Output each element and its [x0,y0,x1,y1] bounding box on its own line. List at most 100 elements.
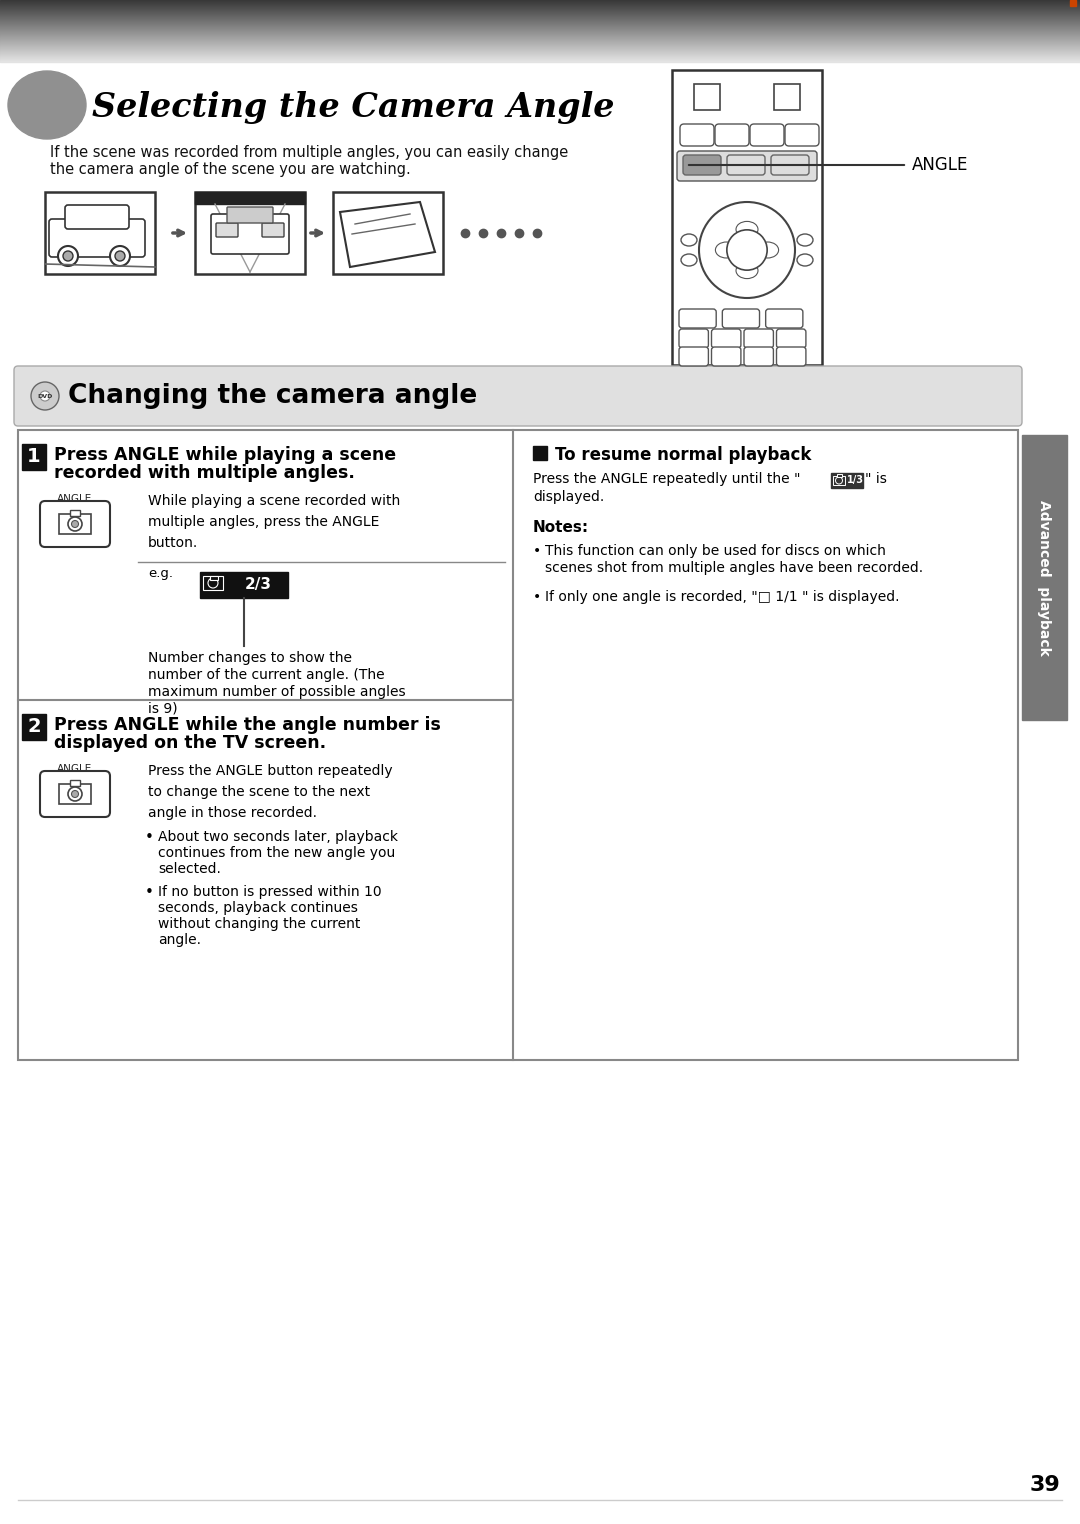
Text: Press ANGLE while playing a scene: Press ANGLE while playing a scene [54,447,396,463]
FancyBboxPatch shape [777,347,806,366]
FancyBboxPatch shape [65,206,129,229]
Circle shape [68,517,82,530]
Text: the camera angle of the scene you are watching.: the camera angle of the scene you are wa… [50,162,410,177]
FancyBboxPatch shape [679,329,708,347]
FancyBboxPatch shape [683,155,721,175]
FancyBboxPatch shape [679,309,716,328]
Ellipse shape [797,235,813,245]
FancyBboxPatch shape [777,329,806,347]
FancyBboxPatch shape [40,501,110,547]
Text: 39: 39 [1029,1475,1059,1495]
Circle shape [68,786,82,802]
Text: While playing a scene recorded with
multiple angles, press the ANGLE
button.: While playing a scene recorded with mult… [148,494,401,550]
FancyBboxPatch shape [715,123,750,146]
Text: 2: 2 [27,718,41,736]
Text: displayed on the TV screen.: displayed on the TV screen. [54,735,326,751]
Circle shape [31,383,59,410]
Text: Number changes to show the: Number changes to show the [148,651,352,664]
Circle shape [63,251,73,261]
FancyBboxPatch shape [40,771,110,817]
FancyBboxPatch shape [227,207,273,223]
Text: Press the ANGLE repeatedly until the ": Press the ANGLE repeatedly until the " [534,472,800,486]
FancyBboxPatch shape [750,123,784,146]
Text: To resume normal playback: To resume normal playback [555,447,811,463]
Text: displayed.: displayed. [534,491,604,504]
FancyBboxPatch shape [680,123,714,146]
Text: is 9): is 9) [148,703,177,716]
FancyBboxPatch shape [712,329,741,347]
Text: scenes shot from multiple angles have been recorded.: scenes shot from multiple angles have be… [545,561,923,575]
Text: Changing the camera angle: Changing the camera angle [68,383,477,408]
Text: continues from the new angle you: continues from the new angle you [158,846,395,860]
Ellipse shape [735,221,758,238]
Text: •: • [534,590,541,604]
Text: seconds, playback continues: seconds, playback continues [158,901,357,914]
Bar [59,783,91,805]
Text: angle.: angle. [158,933,201,946]
FancyBboxPatch shape [262,223,284,238]
Text: If the scene was recorded from multiple angles, you can easily change: If the scene was recorded from multiple … [50,145,568,160]
Text: Advanced  playback: Advanced playback [1037,500,1051,655]
Bar [70,511,80,517]
Text: ANGLE: ANGLE [57,494,93,504]
Bar [833,475,845,485]
FancyBboxPatch shape [766,309,802,328]
Bar [200,572,288,597]
Ellipse shape [735,262,758,279]
Text: Press ANGLE while the angle number is: Press ANGLE while the angle number is [54,716,441,735]
Text: number of the current angle. (The: number of the current angle. (The [148,668,384,683]
Bar [1022,434,1067,719]
Circle shape [110,245,130,267]
FancyBboxPatch shape [744,329,773,347]
FancyBboxPatch shape [45,192,156,274]
Text: " is: " is [865,472,887,486]
Bar [837,474,842,477]
Ellipse shape [797,255,813,267]
Bar [203,576,222,590]
Text: recorded with multiple angles.: recorded with multiple angles. [54,463,355,482]
Ellipse shape [681,255,697,267]
FancyBboxPatch shape [333,192,443,274]
Polygon shape [340,203,435,267]
Bar [22,443,46,469]
Circle shape [699,203,795,299]
Text: DVD: DVD [38,393,53,398]
Bar [195,192,305,204]
Circle shape [71,521,79,527]
Text: About two seconds later, playback: About two seconds later, playback [158,831,399,844]
FancyBboxPatch shape [727,155,765,175]
Text: Selecting the Camera Angle: Selecting the Camera Angle [92,90,615,123]
Ellipse shape [757,242,779,258]
Text: without changing the current: without changing the current [158,917,361,931]
FancyBboxPatch shape [672,70,822,366]
Text: •: • [534,544,541,558]
Ellipse shape [8,72,86,139]
Bar [70,780,80,786]
Circle shape [40,392,50,401]
Circle shape [208,578,218,588]
FancyBboxPatch shape [679,347,708,366]
Bar [210,576,218,581]
FancyBboxPatch shape [14,366,1022,427]
Text: •: • [145,885,153,901]
Bar [22,715,46,741]
FancyBboxPatch shape [712,347,741,366]
Text: •: • [145,831,153,844]
Text: ANGLE: ANGLE [912,155,969,174]
Ellipse shape [681,235,697,245]
FancyBboxPatch shape [744,347,773,366]
Bar [831,472,863,488]
Bar [534,447,546,460]
FancyBboxPatch shape [723,309,759,328]
Text: e.g.: e.g. [148,567,173,581]
Bar [59,514,91,533]
Circle shape [58,245,78,267]
Text: 1/3: 1/3 [847,475,864,486]
FancyBboxPatch shape [785,123,819,146]
Text: maximum number of possible angles: maximum number of possible angles [148,684,406,700]
FancyBboxPatch shape [216,223,238,238]
Text: Press the ANGLE button repeatedly
to change the scene to the next
angle in those: Press the ANGLE button repeatedly to cha… [148,764,393,820]
FancyBboxPatch shape [49,219,145,258]
FancyBboxPatch shape [771,155,809,175]
Text: selected.: selected. [158,863,221,876]
